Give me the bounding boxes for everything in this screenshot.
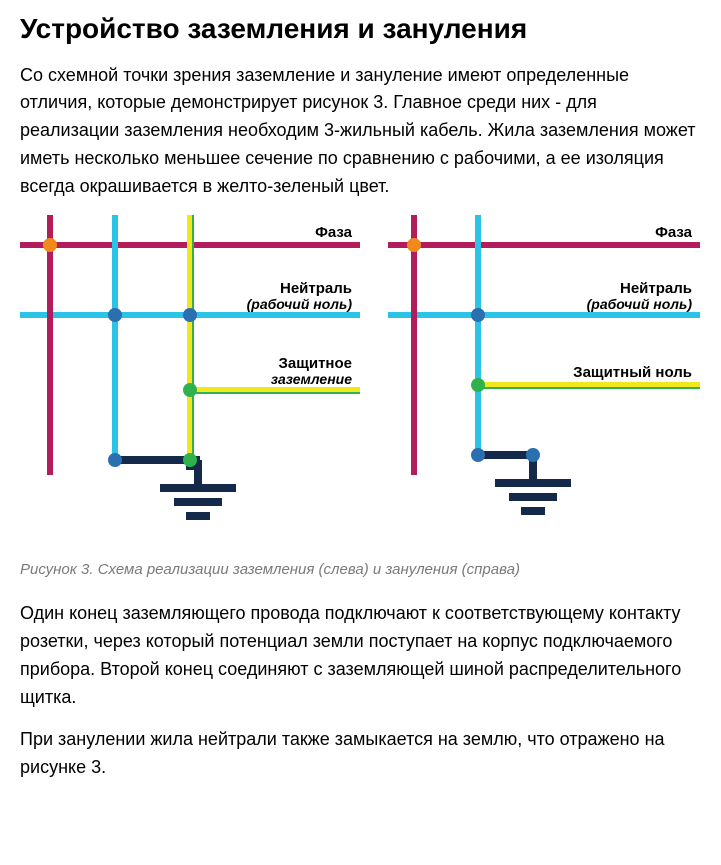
svg-text:Нейтраль: Нейтраль — [620, 280, 692, 297]
svg-text:заземление: заземление — [271, 371, 352, 387]
svg-text:Защитный ноль: Защитный ноль — [573, 364, 692, 381]
page-title: Устройство заземления и зануления — [20, 12, 701, 46]
svg-text:Нейтраль: Нейтраль — [280, 280, 352, 297]
diagram-grounding: Фаза Нейтраль(рабочий ноль) Защитноезаземл… — [20, 215, 360, 555]
svg-text:Фаза: Фаза — [655, 224, 693, 241]
svg-text:(рабочий ноль): (рабочий ноль) — [247, 296, 353, 312]
paragraph-2: Один конец заземляющего провода подключа… — [20, 600, 701, 712]
paragraph-3: При занулении жила нейтрали также замыка… — [20, 726, 701, 782]
figure-3: ФазаНейтраль(рабочий ноль)Защитноезаземл… — [20, 215, 701, 578]
svg-text:Фаза: Фаза — [315, 224, 353, 241]
svg-text:Защитное: Защитное — [278, 355, 352, 372]
diagram-nulling: Фаза Нейтраль(рабочий ноль) Защитный ноль — [388, 215, 700, 555]
figure-caption: Рисунок 3. Схема реализации заземления (… — [20, 561, 701, 578]
svg-text:(рабочий ноль): (рабочий ноль) — [587, 296, 693, 312]
intro-paragraph: Со схемной точки зрения заземление и зан… — [20, 62, 701, 201]
